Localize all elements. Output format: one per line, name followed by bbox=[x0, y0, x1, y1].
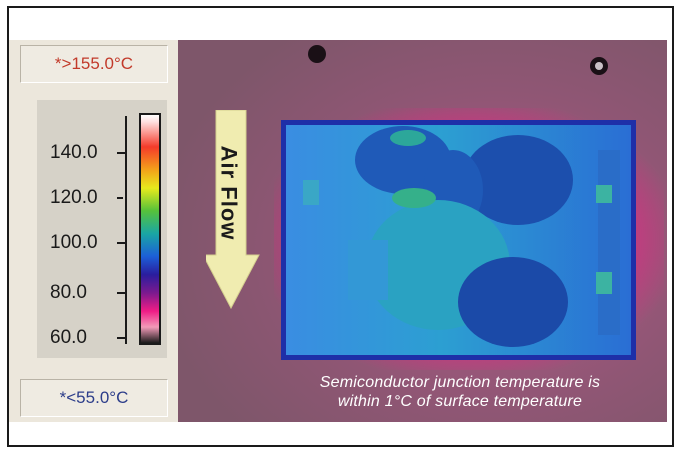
air-flow-label-wrap: Air Flow bbox=[200, 128, 256, 258]
caption-line-1: Semiconductor junction temperature is bbox=[319, 374, 601, 391]
min-temperature-label: *<55.0°C bbox=[20, 379, 168, 417]
max-temperature-label: *>155.0°C bbox=[20, 45, 168, 83]
temperature-colorbar bbox=[139, 113, 161, 345]
tick-label-100: 100.0 bbox=[50, 232, 98, 253]
image-caption: Semiconductor junction temperature is wi… bbox=[268, 373, 652, 411]
mounting-hole-center bbox=[595, 62, 603, 70]
tick-label-140: 140.0 bbox=[50, 142, 98, 163]
tick-label-120: 120.0 bbox=[50, 187, 98, 208]
scale-axis-line bbox=[125, 116, 127, 344]
air-flow-arrow bbox=[206, 110, 260, 310]
thermal-image bbox=[178, 40, 667, 422]
air-flow-label: Air Flow bbox=[216, 145, 241, 241]
tick-label-80: 80.0 bbox=[50, 282, 87, 303]
thermal-image-render bbox=[178, 40, 667, 422]
caption-line-2: within 1°C of surface temperature bbox=[337, 393, 583, 410]
tick-label-60: 60.0 bbox=[50, 327, 87, 348]
mounting-hole bbox=[308, 45, 326, 63]
